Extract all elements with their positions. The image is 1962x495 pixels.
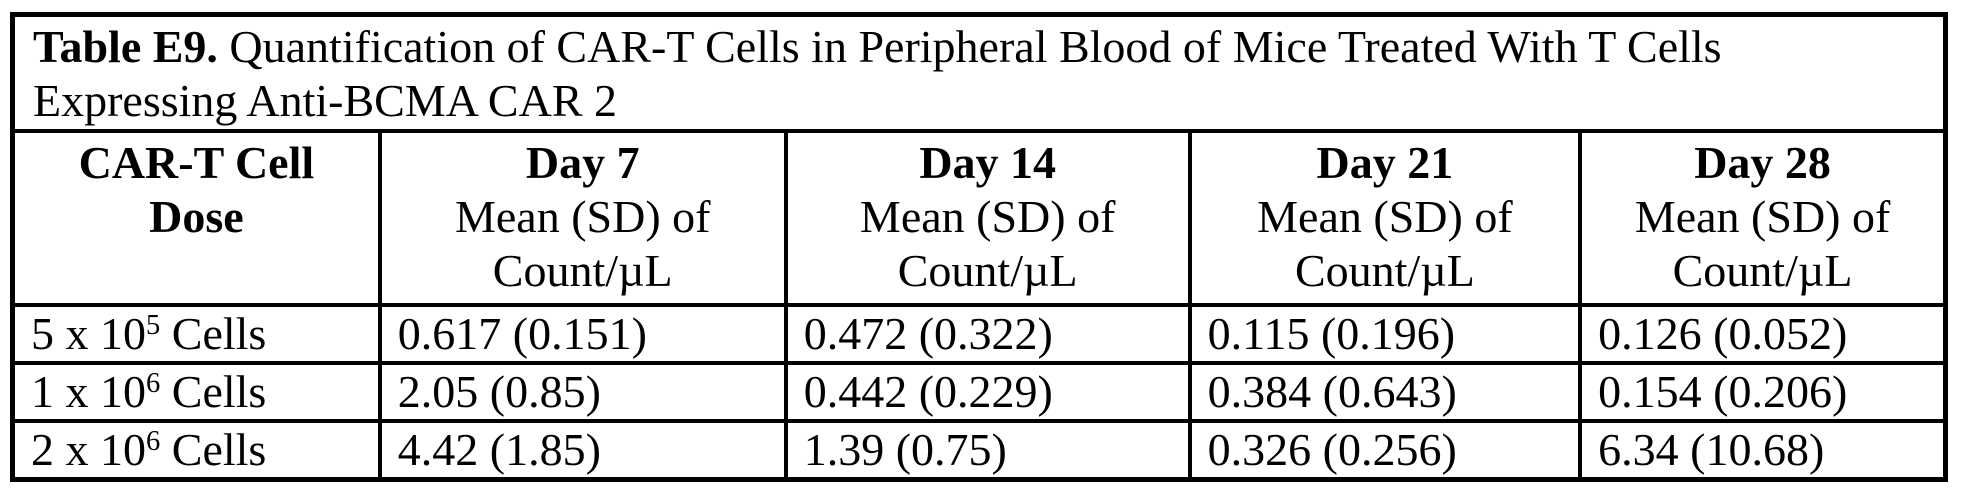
dose-cell: 5 x 105 Cells: [10, 303, 382, 365]
day7-sub1: Mean (SD) of: [454, 191, 711, 242]
column-header-day21: Day 21 Mean (SD) of Count/µL: [1187, 129, 1583, 307]
dose-base: 2 x 10: [31, 424, 146, 475]
day14-sub2: Count/µL: [897, 245, 1078, 296]
table-title-label: Table E9.: [33, 21, 218, 72]
day21-value-cell: 0.115 (0.196): [1187, 303, 1583, 365]
day14-value-cell: 0.472 (0.322): [783, 303, 1192, 365]
dose-header-line1: CAR-T Cell: [78, 137, 315, 188]
dose-suffix: Cells: [171, 424, 267, 475]
dose-cell: 2 x 106 Cells: [10, 419, 382, 482]
dose-base: 5 x 10: [31, 308, 146, 359]
day28-label: Day 28: [1694, 137, 1831, 188]
dose-suffix: Cells: [171, 366, 267, 417]
day28-sub2: Count/µL: [1672, 245, 1853, 296]
dose-cell: 1 x 106 Cells: [10, 361, 382, 423]
table-row: 5 x 105 Cells 0.617 (0.151) 0.472 (0.322…: [10, 303, 1948, 365]
dose-header-line2: Dose: [149, 191, 244, 242]
day28-value-cell: 0.126 (0.052): [1578, 303, 1948, 365]
column-header-day28: Day 28 Mean (SD) of Count/µL: [1578, 129, 1948, 307]
day21-value-cell: 0.326 (0.256): [1187, 419, 1583, 482]
column-header-day14: Day 14 Mean (SD) of Count/µL: [783, 129, 1192, 307]
day14-sub1: Mean (SD) of: [859, 191, 1116, 242]
column-header-dose: CAR-T Cell Dose: [10, 129, 382, 307]
day21-sub1: Mean (SD) of: [1257, 191, 1513, 242]
dose-base: 1 x 10: [31, 366, 146, 417]
day7-value-cell: 4.42 (1.85): [377, 419, 788, 482]
day7-label: Day 7: [525, 137, 640, 188]
day28-value-cell: 0.154 (0.206): [1578, 361, 1948, 423]
dose-exponent: 6: [146, 426, 161, 458]
day21-value-cell: 0.384 (0.643): [1187, 361, 1583, 423]
title-row: Table E9. Quantification of CAR-T Cells …: [10, 12, 1948, 133]
column-header-day7: Day 7 Mean (SD) of Count/µL: [377, 129, 788, 307]
header-row: CAR-T Cell Dose Day 7 Mean (SD) of Count…: [10, 129, 1948, 307]
dose-suffix: Cells: [171, 308, 267, 359]
table-row: 2 x 106 Cells 4.42 (1.85) 1.39 (0.75) 0.…: [10, 419, 1948, 482]
table-title-text: Quantification of CAR-T Cells in Periphe…: [33, 21, 1722, 126]
day14-value-cell: 1.39 (0.75): [783, 419, 1192, 482]
table-title: Table E9. Quantification of CAR-T Cells …: [10, 12, 1948, 133]
table-row: 1 x 106 Cells 2.05 (0.85) 0.442 (0.229) …: [10, 361, 1948, 423]
car-t-quantification-table: Table E9. Quantification of CAR-T Cells …: [10, 12, 1948, 482]
dose-exponent: 6: [146, 368, 161, 400]
dose-exponent: 5: [146, 310, 161, 342]
day21-label: Day 21: [1316, 137, 1454, 188]
day28-value-cell: 6.34 (10.68): [1578, 419, 1948, 482]
day7-sub2: Count/µL: [492, 245, 673, 296]
day7-value-cell: 2.05 (0.85): [377, 361, 788, 423]
day14-label: Day 14: [919, 137, 1057, 188]
day7-value-cell: 0.617 (0.151): [377, 303, 788, 365]
day14-value-cell: 0.442 (0.229): [783, 361, 1192, 423]
day21-sub2: Count/µL: [1294, 245, 1475, 296]
day28-sub1: Mean (SD) of: [1634, 191, 1891, 242]
